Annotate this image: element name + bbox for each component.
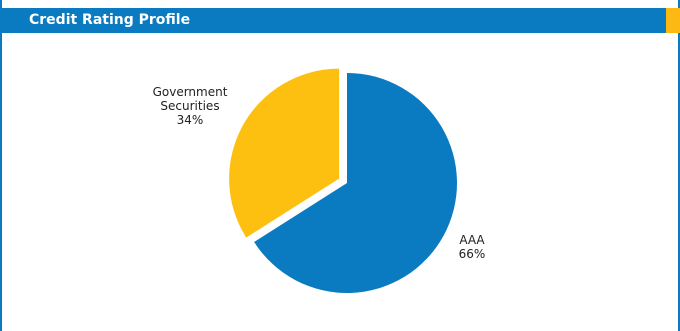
panel-header: Credit Rating Profile [2,8,680,33]
pie-label-category: Securities [160,99,219,113]
pie-slices [229,68,457,293]
pie-slice-aaa [254,73,457,293]
pie-labels: AAA 66% Government Securities 34% [153,85,486,261]
panel-title: Credit Rating Profile [29,12,191,28]
header-accent-block [666,8,680,33]
pie-label-value: 66% [459,247,486,261]
pie-label-category: Government [153,85,228,99]
pie-slice-government-securities [229,68,340,238]
pie-label-government-securities: Government Securities 34% [153,85,228,127]
pie-label-category: AAA [459,233,485,247]
pie-label-aaa: AAA 66% [459,233,486,261]
pie-label-value: 34% [177,113,204,127]
